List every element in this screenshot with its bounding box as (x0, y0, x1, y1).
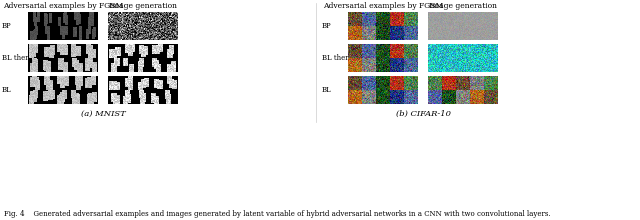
Text: BL then BP: BL then BP (322, 54, 362, 62)
Text: Adversarial examples by FGSM: Adversarial examples by FGSM (323, 2, 443, 10)
Text: BP: BP (2, 22, 12, 30)
Text: (a) MNIST: (a) MNIST (81, 110, 125, 118)
Text: Fig. 4    Generated adversarial examples and images generated by latent variable: Fig. 4 Generated adversarial examples an… (4, 210, 550, 218)
Text: Adversarial examples by FGSM: Adversarial examples by FGSM (3, 2, 123, 10)
Text: Image generation: Image generation (429, 2, 497, 10)
Text: Image generation: Image generation (109, 2, 177, 10)
Text: BP: BP (322, 22, 332, 30)
Text: (b) CIFAR-10: (b) CIFAR-10 (396, 110, 451, 118)
Text: BL: BL (322, 86, 332, 94)
Text: BL: BL (2, 86, 12, 94)
Text: BL then BP: BL then BP (2, 54, 42, 62)
